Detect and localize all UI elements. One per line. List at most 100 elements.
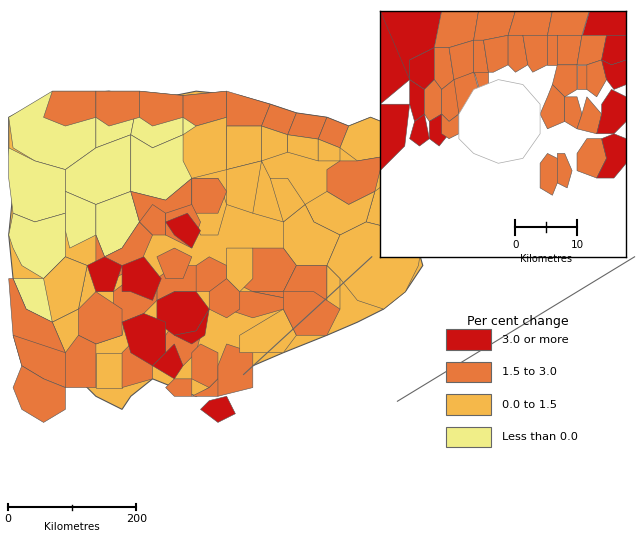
Polygon shape <box>424 80 442 121</box>
Polygon shape <box>474 11 515 40</box>
Polygon shape <box>283 204 340 265</box>
Polygon shape <box>65 335 96 387</box>
Polygon shape <box>434 48 454 89</box>
Polygon shape <box>429 114 449 146</box>
Polygon shape <box>271 178 305 222</box>
Text: Kilometres: Kilometres <box>520 254 572 264</box>
Polygon shape <box>240 309 296 353</box>
Polygon shape <box>459 80 540 163</box>
Polygon shape <box>577 35 606 65</box>
Polygon shape <box>183 117 227 178</box>
Polygon shape <box>508 35 528 72</box>
Polygon shape <box>44 91 96 126</box>
Polygon shape <box>131 135 192 200</box>
Polygon shape <box>380 11 442 80</box>
Polygon shape <box>9 279 65 379</box>
Polygon shape <box>192 178 227 213</box>
Polygon shape <box>366 178 414 226</box>
Polygon shape <box>96 192 140 257</box>
Polygon shape <box>318 117 349 148</box>
Polygon shape <box>474 72 488 89</box>
Polygon shape <box>380 11 410 104</box>
Polygon shape <box>483 35 508 72</box>
Polygon shape <box>192 379 227 396</box>
Polygon shape <box>192 178 227 235</box>
Polygon shape <box>153 344 183 379</box>
Polygon shape <box>540 85 565 129</box>
Polygon shape <box>288 113 327 139</box>
Polygon shape <box>442 114 459 139</box>
Polygon shape <box>262 126 288 161</box>
Bar <box>446 394 491 415</box>
Polygon shape <box>131 178 192 235</box>
Polygon shape <box>113 279 157 322</box>
Polygon shape <box>9 213 65 279</box>
Polygon shape <box>454 72 479 114</box>
Polygon shape <box>340 117 392 161</box>
Polygon shape <box>449 40 474 80</box>
Text: Less than 0.0: Less than 0.0 <box>501 432 578 442</box>
Polygon shape <box>157 265 209 300</box>
Polygon shape <box>305 192 375 235</box>
Polygon shape <box>577 139 606 178</box>
Polygon shape <box>44 257 87 322</box>
Polygon shape <box>557 35 582 65</box>
Polygon shape <box>597 89 626 134</box>
Polygon shape <box>183 91 227 148</box>
Polygon shape <box>327 157 383 204</box>
Polygon shape <box>227 292 296 318</box>
Polygon shape <box>140 204 165 235</box>
Polygon shape <box>383 126 427 178</box>
Text: 0.0 to 1.5: 0.0 to 1.5 <box>501 400 556 410</box>
Polygon shape <box>553 65 577 97</box>
Polygon shape <box>227 91 271 126</box>
Polygon shape <box>122 344 153 387</box>
Polygon shape <box>434 11 479 48</box>
Polygon shape <box>87 257 122 292</box>
Polygon shape <box>13 366 65 423</box>
Polygon shape <box>157 292 209 335</box>
Polygon shape <box>9 91 96 170</box>
Polygon shape <box>547 11 589 35</box>
Polygon shape <box>165 213 201 248</box>
Polygon shape <box>253 265 327 300</box>
Polygon shape <box>577 97 602 134</box>
Text: 3.0 or more: 3.0 or more <box>501 334 568 345</box>
Polygon shape <box>227 161 271 213</box>
Polygon shape <box>587 60 606 97</box>
Polygon shape <box>410 114 429 146</box>
Text: 200: 200 <box>126 514 147 524</box>
Polygon shape <box>288 135 318 161</box>
Polygon shape <box>122 257 162 300</box>
Polygon shape <box>174 309 209 344</box>
Polygon shape <box>196 257 227 292</box>
Polygon shape <box>283 292 340 335</box>
Polygon shape <box>262 104 296 135</box>
Polygon shape <box>557 154 572 188</box>
Polygon shape <box>96 292 131 344</box>
Polygon shape <box>577 65 587 89</box>
Polygon shape <box>218 344 253 396</box>
Polygon shape <box>183 91 227 126</box>
Bar <box>446 427 491 447</box>
Bar <box>446 330 491 350</box>
Polygon shape <box>227 126 262 170</box>
Text: Per cent change: Per cent change <box>467 315 569 328</box>
Text: 1.5 to 3.0: 1.5 to 3.0 <box>501 367 556 377</box>
Text: 0: 0 <box>512 240 519 249</box>
Text: 10: 10 <box>570 240 583 249</box>
Polygon shape <box>410 80 424 121</box>
Polygon shape <box>380 104 410 171</box>
Polygon shape <box>13 257 87 322</box>
Polygon shape <box>65 192 96 248</box>
Polygon shape <box>192 344 218 387</box>
Polygon shape <box>508 11 553 35</box>
Text: Kilometres: Kilometres <box>44 522 100 532</box>
Polygon shape <box>165 322 201 366</box>
Polygon shape <box>157 248 192 279</box>
Polygon shape <box>9 91 427 409</box>
Polygon shape <box>410 48 434 89</box>
Polygon shape <box>327 213 423 309</box>
Polygon shape <box>96 91 140 126</box>
Polygon shape <box>96 353 122 387</box>
